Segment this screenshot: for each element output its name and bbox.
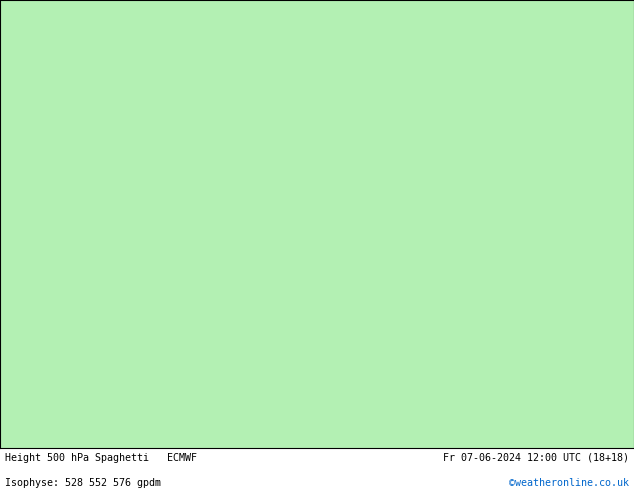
Text: ©weatheronline.co.uk: ©weatheronline.co.uk — [509, 477, 629, 488]
Text: Fr 07-06-2024 12:00 UTC (18+18): Fr 07-06-2024 12:00 UTC (18+18) — [443, 453, 629, 463]
Text: Height 500 hPa Spaghetti   ECMWF: Height 500 hPa Spaghetti ECMWF — [5, 453, 197, 463]
Text: Isophyse: 528 552 576 gpdm: Isophyse: 528 552 576 gpdm — [5, 477, 161, 488]
